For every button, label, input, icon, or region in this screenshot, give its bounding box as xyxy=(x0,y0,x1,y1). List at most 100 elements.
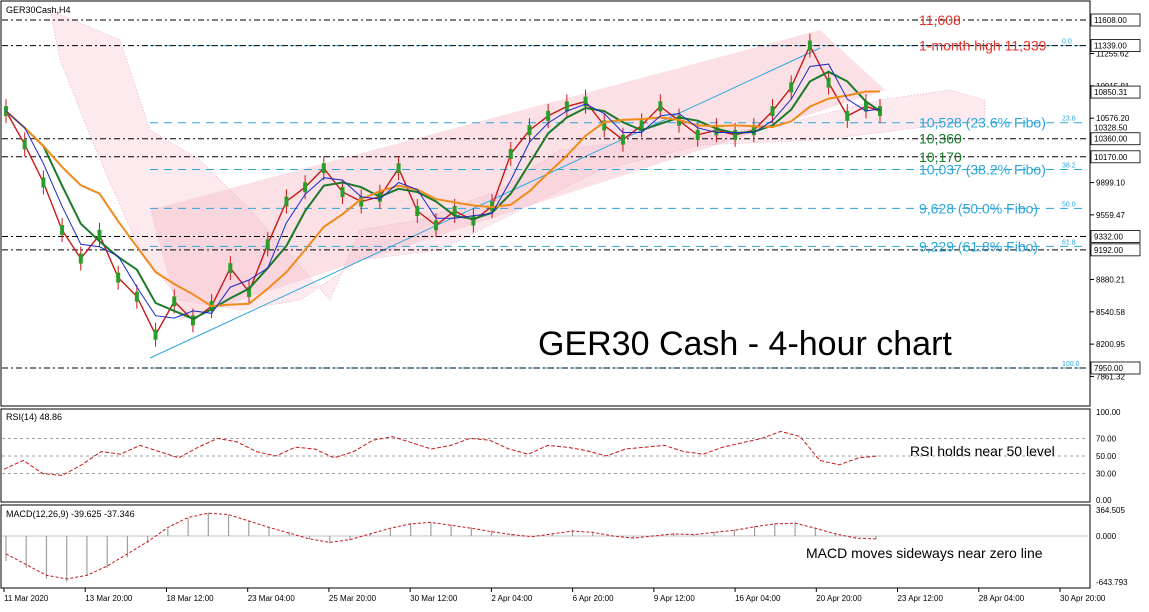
price-tag xyxy=(1090,243,1141,257)
rsi-tick-label: 100.00 xyxy=(1096,408,1121,417)
rsi-line xyxy=(3,430,879,476)
price-tick-label: 8880.21 xyxy=(1096,276,1125,285)
ichimoku-cloud xyxy=(49,9,986,311)
candle-body xyxy=(190,315,195,326)
x-tick-label: 23 Mar 04:00 xyxy=(248,594,296,603)
rsi-tick-label: 50.00 xyxy=(1096,452,1117,461)
candle-body xyxy=(639,120,644,131)
rsi-annotation: RSI holds near 50 level xyxy=(910,443,1055,459)
price-tick-label: 8200.95 xyxy=(1096,340,1125,349)
candle-body xyxy=(863,101,868,112)
price-tag-label: 10360.00 xyxy=(1094,135,1128,144)
candle-body xyxy=(134,291,139,302)
fibo-label: 0.0 xyxy=(1062,39,1072,46)
candle-body xyxy=(658,101,663,112)
macd-panel-frame xyxy=(0,504,1091,589)
price-tag-label: 7950.00 xyxy=(1094,364,1123,373)
candle-body xyxy=(508,148,513,159)
price-annotation: 10,037 (38.2% Fibo) xyxy=(919,161,1046,177)
candle-body xyxy=(620,134,625,145)
candle-body xyxy=(78,253,83,264)
price-tag xyxy=(1090,85,1141,99)
macd-panel: 364.505 0.000 -643.793 xyxy=(2,506,1128,587)
candle-body xyxy=(583,96,588,107)
candle-body xyxy=(733,129,738,140)
price-annotations: 11,608 1-month high 11,339 10,528 (23.6% F… xyxy=(919,12,1047,254)
trendline xyxy=(149,47,821,359)
macd-label: MACD(12,26,9) -39.625 -37.346 xyxy=(6,509,135,519)
x-tick-label: 23 Apr 12:00 xyxy=(898,594,944,603)
candle-body xyxy=(172,296,177,307)
time-axis: 11 Mar 2020 13 Mar 20:00 18 Mar 12:00 23 Ma… xyxy=(3,588,1106,603)
macd-signal-line xyxy=(5,512,877,580)
candle-body xyxy=(396,163,401,174)
rsi-label: RSI(14) 48.86 xyxy=(6,412,62,422)
price-tag-label: 10170.00 xyxy=(1094,153,1128,162)
candle-body xyxy=(471,215,476,226)
price-tag xyxy=(1090,13,1141,27)
price-tick-label: 9559.47 xyxy=(1096,211,1125,220)
fibo-label: 38.2 xyxy=(1062,162,1076,169)
candle-body xyxy=(60,225,65,236)
candle-body xyxy=(284,196,289,207)
x-tick-label: 18 Mar 12:00 xyxy=(166,594,214,603)
rsi-panel: 100.00 70.00 50.00 30.00 0.00 xyxy=(2,408,1121,505)
fibo-label: 100.0 xyxy=(1062,361,1080,368)
price-annotation: 10,528 (23.6% Fibo) xyxy=(919,115,1046,131)
x-tick-label: 16 Apr 04:00 xyxy=(735,594,781,603)
rsi-tick-label: 70.00 xyxy=(1096,434,1117,443)
candle-body xyxy=(97,229,102,240)
macd-tick-label: 364.505 xyxy=(1096,506,1125,515)
macd-tick-label: -643.793 xyxy=(1096,578,1128,587)
price-series xyxy=(4,33,882,347)
candle-body xyxy=(359,196,364,207)
candle-body xyxy=(845,110,850,121)
x-tick-label: 11 Mar 2020 xyxy=(4,594,49,603)
x-tick-label: 20 Apr 20:00 xyxy=(816,594,862,603)
price-tag xyxy=(1090,150,1141,164)
candle-body xyxy=(751,125,756,136)
price-tag-label: 11608.00 xyxy=(1094,16,1127,25)
price-overlap-label: 10328.50 xyxy=(1094,124,1128,133)
price-tag xyxy=(1090,230,1141,243)
macd-tick-label: 0.000 xyxy=(1096,532,1117,541)
symbol-label: GER30Cash,H4 xyxy=(6,5,71,15)
candle-body xyxy=(433,220,438,231)
candle-body xyxy=(22,139,27,150)
candle-body xyxy=(41,177,46,188)
green-ma xyxy=(5,70,881,320)
x-tick-label: 6 Apr 20:00 xyxy=(573,594,614,603)
x-tick-label: 2 Apr 04:00 xyxy=(491,594,532,603)
price-tag xyxy=(1090,132,1141,146)
candle-body xyxy=(452,206,457,217)
fibo-label: 61.8 xyxy=(1062,239,1076,246)
candle-body xyxy=(228,263,233,274)
candle-body xyxy=(602,120,607,131)
candle-body xyxy=(116,272,121,283)
candle-body xyxy=(546,110,551,121)
price-annotation: 9,628 (50.0% Fibo) xyxy=(919,200,1038,216)
candle-body xyxy=(714,125,719,136)
chart-title: GER30 Cash - 4-hour chart xyxy=(538,325,952,363)
candle-body xyxy=(415,206,420,217)
candle-body xyxy=(340,187,345,198)
fibo-label: 23.6 xyxy=(1062,116,1076,123)
price-tick-label: 10576.20 xyxy=(1096,114,1130,123)
candle-body xyxy=(153,329,158,340)
candle-body xyxy=(770,106,775,117)
x-tick-label: 25 Mar 20:00 xyxy=(329,594,377,603)
x-tick-label: 30 Apr 20:00 xyxy=(1060,594,1106,603)
price-annotation: 10,360 xyxy=(919,131,962,147)
x-tick-label: 30 Mar 12:00 xyxy=(410,594,458,603)
price-axis: 11255.6210915.9110576.209899.109559.4788… xyxy=(1090,13,1141,381)
candle-body xyxy=(321,163,326,174)
price-tick-label: 7861.32 xyxy=(1096,372,1125,381)
candle-body xyxy=(878,106,882,117)
candle-body xyxy=(807,40,812,51)
rsi-tick-label: 0.00 xyxy=(1096,496,1112,505)
candle-body xyxy=(527,125,532,136)
fibo-label: 50.0 xyxy=(1062,201,1076,208)
price-tick-label: 8540.58 xyxy=(1096,308,1125,317)
rsi-tick-label: 30.00 xyxy=(1096,470,1117,479)
